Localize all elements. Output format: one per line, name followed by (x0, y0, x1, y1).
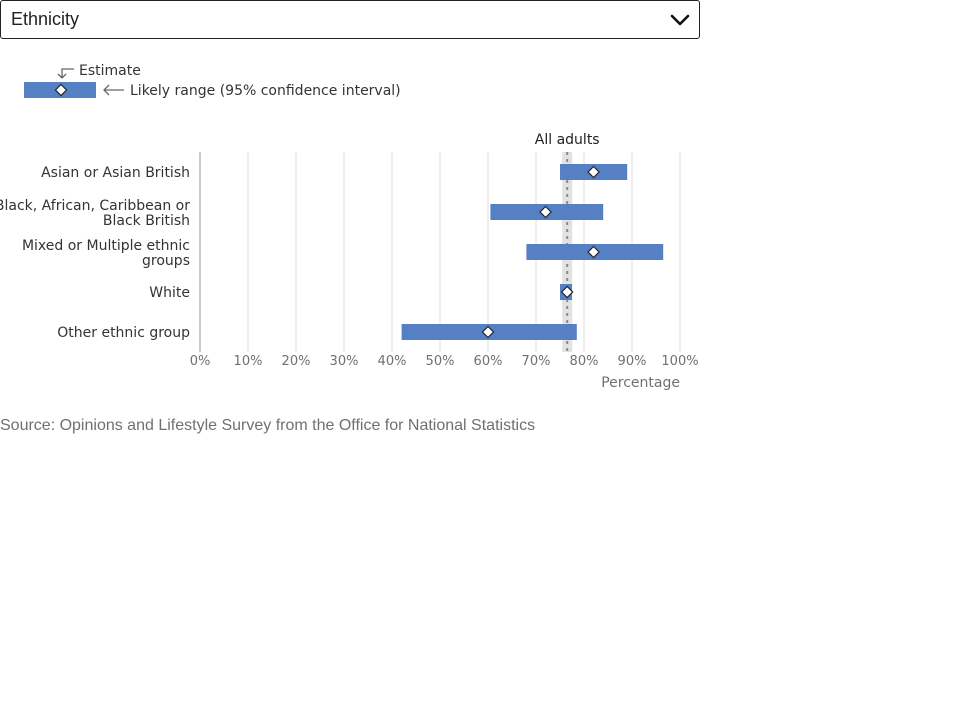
x-axis-label: Percentage (601, 375, 680, 391)
legend-range-label: Likely range (95% confidence interval) (130, 83, 401, 99)
category-labels: Asian or Asian British Black, African, Ca… (0, 165, 190, 341)
range-arrow-icon (103, 84, 124, 96)
range-chart: All adults Asian or Asian British Black, … (0, 132, 699, 391)
category-label: groups (142, 253, 190, 269)
x-tick-label: 70% (522, 354, 551, 369)
category-label: Black British (103, 213, 190, 229)
x-tick-label: 10% (234, 354, 263, 369)
reference-line-label: All adults (535, 132, 600, 148)
x-tick-label: 80% (570, 354, 599, 369)
chart-legend: Estimate Likely range (95% confidence in… (24, 63, 401, 99)
estimate-marker (481, 325, 495, 339)
legend-estimate-marker (54, 83, 68, 97)
source-note: Source: Opinions and Lifestyle Survey fr… (0, 417, 536, 434)
dropdown-selected-label: Ethnicity (11, 9, 80, 29)
chevron-down-icon (670, 14, 690, 26)
x-tick-label: 0% (190, 354, 211, 369)
x-tick-labels: 0% 10% 20% 30% 40% 50% 60% 70% 80% 90% 100% (190, 354, 699, 369)
x-tick-label: 20% (282, 354, 311, 369)
x-tick-label: 90% (618, 354, 647, 369)
category-label: White (149, 285, 190, 301)
estimate-marker (539, 205, 552, 219)
x-tick-label: 40% (378, 354, 407, 369)
category-label: Mixed or Multiple ethnic (22, 238, 190, 254)
estimate-arrow-icon (57, 68, 74, 79)
range-bars (401, 164, 664, 340)
estimate-marker (587, 165, 600, 179)
x-tick-label: 60% (474, 354, 503, 369)
x-tick-label: 50% (426, 354, 455, 369)
estimate-marker (560, 285, 574, 299)
legend-estimate-label: Estimate (79, 63, 141, 79)
x-tick-label: 30% (330, 354, 359, 369)
x-tick-label: 100% (661, 354, 698, 369)
estimate-marker (587, 245, 600, 259)
category-label: Asian or Asian British (41, 165, 190, 181)
category-label: Black, African, Caribbean or (0, 198, 190, 214)
category-label: Other ethnic group (57, 325, 190, 341)
ethnicity-dropdown[interactable]: Ethnicity (0, 0, 700, 39)
